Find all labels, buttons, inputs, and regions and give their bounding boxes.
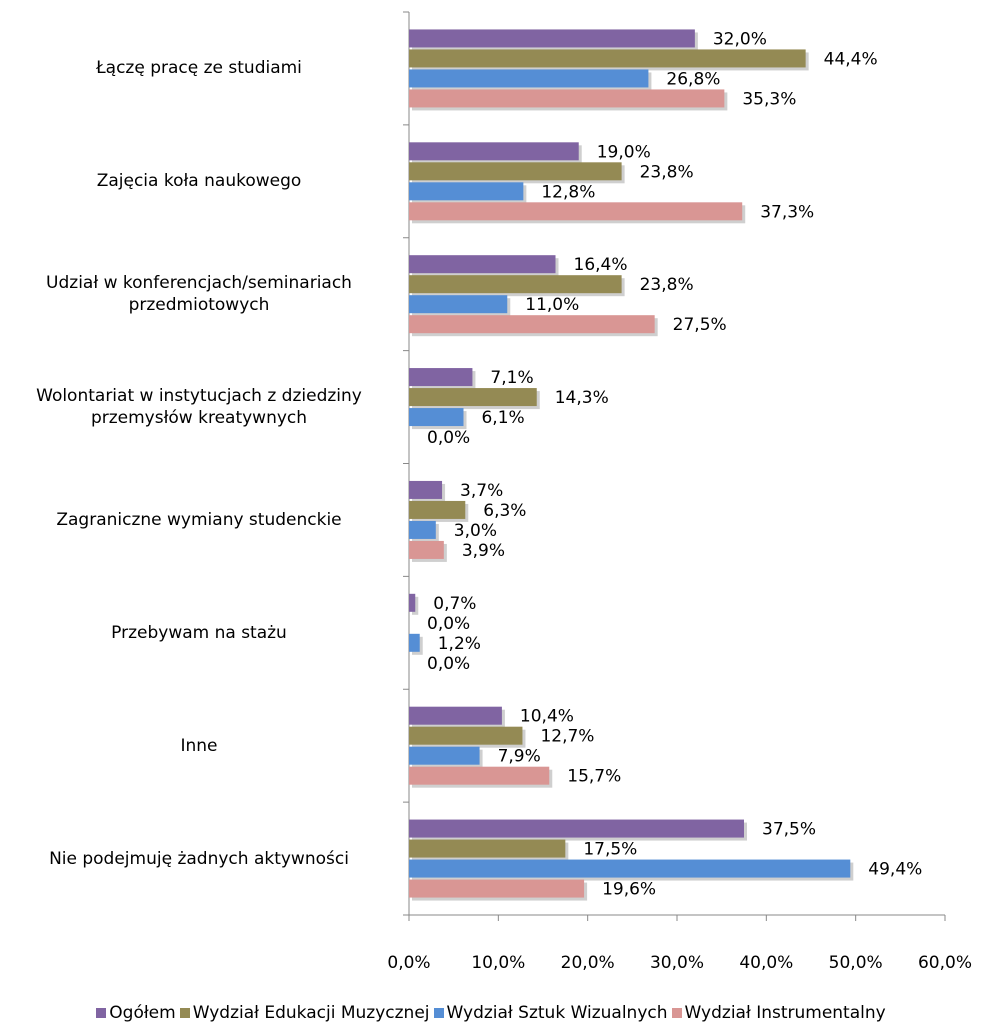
bar <box>409 706 502 725</box>
data-label: 10,4% <box>520 707 574 727</box>
data-label: 0,0% <box>427 654 470 674</box>
data-label: 15,7% <box>567 767 621 787</box>
data-label: 12,7% <box>540 727 594 747</box>
bar <box>409 859 851 878</box>
data-label: 23,8% <box>640 275 694 295</box>
y-tick-label: Wolontariat w instytucjach z dziedziny p… <box>36 386 362 429</box>
bar <box>409 295 508 314</box>
legend-swatch <box>433 1008 444 1018</box>
data-label: 11,0% <box>525 295 579 315</box>
data-label: 23,8% <box>640 162 694 182</box>
x-tick-label: 20,0% <box>561 953 615 973</box>
data-label: 0,0% <box>427 428 470 448</box>
bar <box>409 879 585 898</box>
bar <box>409 275 622 294</box>
bar <box>409 839 566 858</box>
bar <box>409 89 725 108</box>
bar <box>409 540 444 559</box>
data-label: 1,2% <box>438 634 481 654</box>
data-label: 7,9% <box>498 747 541 767</box>
x-tick-label: 50,0% <box>829 953 883 973</box>
data-label: 35,3% <box>742 89 796 109</box>
x-tick-label: 40,0% <box>739 953 793 973</box>
y-tick-label: Zajęcia koła naukowego <box>96 171 302 192</box>
bar <box>409 29 695 48</box>
data-label: 19,6% <box>602 880 656 900</box>
legend-swatch <box>671 1008 682 1018</box>
y-tick-label: Łączę pracę ze studiami <box>96 58 302 79</box>
data-label: 0,0% <box>427 614 470 634</box>
bar <box>409 142 579 161</box>
legend-item: Wydział Instrumentalny <box>671 1003 886 1023</box>
legend-swatch <box>96 1008 107 1018</box>
legend-label: Ogółem <box>109 1003 176 1023</box>
bar <box>409 69 649 88</box>
data-label: 27,5% <box>673 315 727 335</box>
bar <box>409 593 416 612</box>
data-label: 19,0% <box>597 142 651 162</box>
x-tick-label: 30,0% <box>650 953 704 973</box>
y-tick-label: Przebywam na stażu <box>111 622 287 643</box>
bar <box>409 182 524 201</box>
data-label: 12,8% <box>541 182 595 202</box>
bar <box>409 162 622 181</box>
data-label: 6,1% <box>481 408 524 428</box>
legend-item: Ogółem <box>96 1003 176 1023</box>
data-label: 37,3% <box>760 202 814 222</box>
data-label: 6,3% <box>483 501 526 521</box>
data-label: 16,4% <box>574 255 628 275</box>
y-tick-label: Zagraniczne wymiany studenckie <box>56 509 342 530</box>
bar <box>409 388 537 407</box>
legend-label: Wydział Instrumentalny <box>684 1003 886 1023</box>
data-label: 32,0% <box>713 29 767 49</box>
bar <box>409 520 436 539</box>
bar <box>409 408 464 427</box>
x-tick-label: 0,0% <box>387 953 430 973</box>
data-label: 44,4% <box>824 49 878 69</box>
legend-item: Wydział Edukacji Muzycznej <box>179 1003 430 1023</box>
bar <box>409 633 420 652</box>
bar <box>409 255 556 274</box>
data-label: 26,8% <box>666 69 720 89</box>
data-label: 17,5% <box>583 840 637 860</box>
bar <box>409 726 523 745</box>
data-label: 7,1% <box>490 368 533 388</box>
bar <box>409 368 473 387</box>
legend-item: Wydział Sztuk Wizualnych <box>433 1003 668 1023</box>
data-label: 0,7% <box>433 594 476 614</box>
bar <box>409 819 744 838</box>
legend-label: Wydział Sztuk Wizualnych <box>446 1003 668 1023</box>
y-tick-label: Udział w konferencjach/seminariach przed… <box>46 273 352 316</box>
y-tick-label: Inne <box>180 735 218 756</box>
x-tick-label: 60,0% <box>918 953 972 973</box>
y-tick-label: Nie podejmuję żadnych aktywności <box>49 848 349 869</box>
bar <box>409 766 550 785</box>
data-label: 49,4% <box>868 860 922 880</box>
data-label: 3,9% <box>462 541 505 561</box>
bar <box>409 480 443 499</box>
data-label: 14,3% <box>555 388 609 408</box>
bar <box>409 49 806 68</box>
legend-swatch <box>179 1008 190 1018</box>
legend-label: Wydział Edukacji Muzycznej <box>192 1003 430 1023</box>
bar <box>409 746 480 765</box>
plot: 0,0% 10,0% 20,0% 30,0% 40,0% 50,0% 60,0% 32,0% 4… <box>387 11 972 973</box>
legend: Ogółem Wydział Edukacji Muzycznej Wydział … <box>0 1003 986 1023</box>
data-label: 3,7% <box>460 481 503 501</box>
data-label: 37,5% <box>762 820 816 840</box>
bar <box>409 202 743 221</box>
x-tick-label: 10,0% <box>471 953 525 973</box>
bar <box>409 315 655 334</box>
bar <box>409 500 466 519</box>
data-label: 3,0% <box>454 521 497 541</box>
